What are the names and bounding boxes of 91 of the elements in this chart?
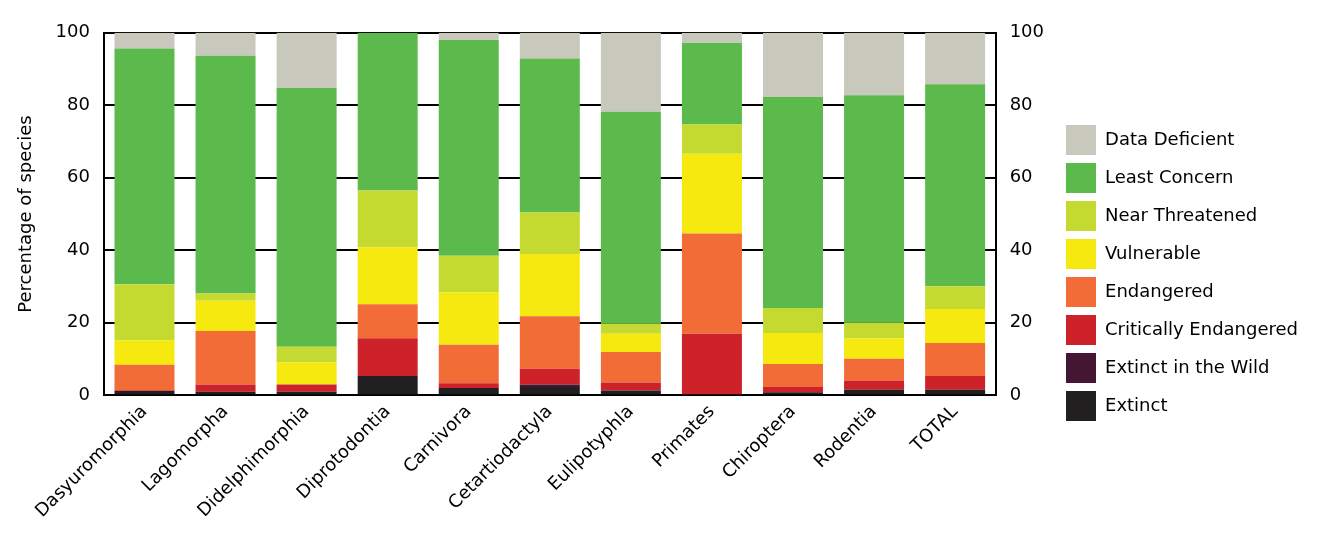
legend-label: Critically Endangered <box>1105 317 1298 339</box>
bar <box>925 376 986 390</box>
bar <box>519 58 580 213</box>
y2-tick-label: 80 <box>1009 92 1033 114</box>
bar <box>681 333 742 395</box>
bar <box>925 308 986 344</box>
bar <box>357 376 418 395</box>
legend-label: Extinct in the Wild <box>1105 355 1270 377</box>
bar <box>519 32 580 59</box>
y-tick-label: 60 <box>67 165 90 187</box>
bar <box>519 386 580 395</box>
bar <box>925 84 986 287</box>
bar <box>925 389 986 395</box>
bar <box>925 343 986 377</box>
bar <box>114 32 175 49</box>
y-axis-title: Percentage of species <box>14 115 36 313</box>
bar <box>195 300 256 332</box>
bar <box>114 390 175 395</box>
bar <box>519 253 580 317</box>
legend-label: Extinct <box>1105 393 1168 415</box>
bar <box>195 55 256 294</box>
y-tick-label: 20 <box>67 310 90 332</box>
bar <box>763 307 823 333</box>
bar <box>844 32 905 96</box>
bar <box>681 124 742 154</box>
bar <box>519 316 580 369</box>
legend-label: Vulnerable <box>1105 241 1201 263</box>
bar <box>925 286 986 309</box>
bar <box>357 32 418 191</box>
bar <box>195 293 256 301</box>
y2-tick-label: 20 <box>1009 310 1033 332</box>
bar <box>681 42 742 125</box>
bar <box>438 255 499 293</box>
y-tick-label: 40 <box>67 237 90 259</box>
bar <box>844 380 905 390</box>
bar <box>763 332 823 365</box>
bar <box>438 40 499 256</box>
bar <box>844 358 905 381</box>
bar <box>925 32 986 85</box>
bar <box>763 364 823 387</box>
bar <box>357 247 418 305</box>
bar <box>600 382 661 391</box>
y2-tick-label: 100 <box>1009 20 1045 42</box>
bar <box>600 333 661 353</box>
bar <box>519 368 580 385</box>
bar <box>763 96 823 308</box>
y2-tick-label: 60 <box>1009 165 1033 187</box>
bar <box>195 32 256 56</box>
bar <box>114 284 175 341</box>
bar <box>276 384 337 392</box>
y-tick-label: 0 <box>78 382 90 404</box>
bar <box>438 388 499 395</box>
bar <box>276 346 337 363</box>
legend-label: Data Deficient <box>1105 127 1235 149</box>
bar <box>357 304 418 339</box>
bar <box>681 32 742 43</box>
y-tick-label: 80 <box>67 92 90 114</box>
bar <box>276 362 337 385</box>
bar <box>600 352 661 383</box>
bar <box>438 32 499 41</box>
bar <box>763 386 823 393</box>
bar <box>600 32 661 112</box>
bar <box>844 95 905 323</box>
bar <box>600 111 661 324</box>
bar <box>844 389 905 395</box>
bar <box>844 322 905 339</box>
bar <box>519 212 580 254</box>
bar <box>114 340 175 365</box>
bar <box>681 233 742 334</box>
bar <box>276 32 337 88</box>
legend-label: Endangered <box>1105 279 1214 301</box>
bar <box>438 292 499 345</box>
bar <box>114 48 175 285</box>
y2-tick-label: 40 <box>1009 237 1033 259</box>
legend-label: Least Concern <box>1105 165 1234 187</box>
bar <box>681 153 742 234</box>
bar <box>357 190 418 248</box>
bar <box>844 338 905 359</box>
bar <box>438 383 499 389</box>
bar <box>114 364 175 391</box>
y-tick-label: 100 <box>55 20 90 42</box>
bar <box>519 384 580 387</box>
legend-label: Near Threatened <box>1105 203 1258 225</box>
bar <box>357 338 418 377</box>
bar <box>438 344 499 384</box>
bar <box>600 323 661 334</box>
bar <box>276 87 337 347</box>
y2-tick-label: 0 <box>1009 382 1022 404</box>
bar <box>763 32 823 97</box>
bar <box>195 331 256 385</box>
bar <box>195 384 256 392</box>
